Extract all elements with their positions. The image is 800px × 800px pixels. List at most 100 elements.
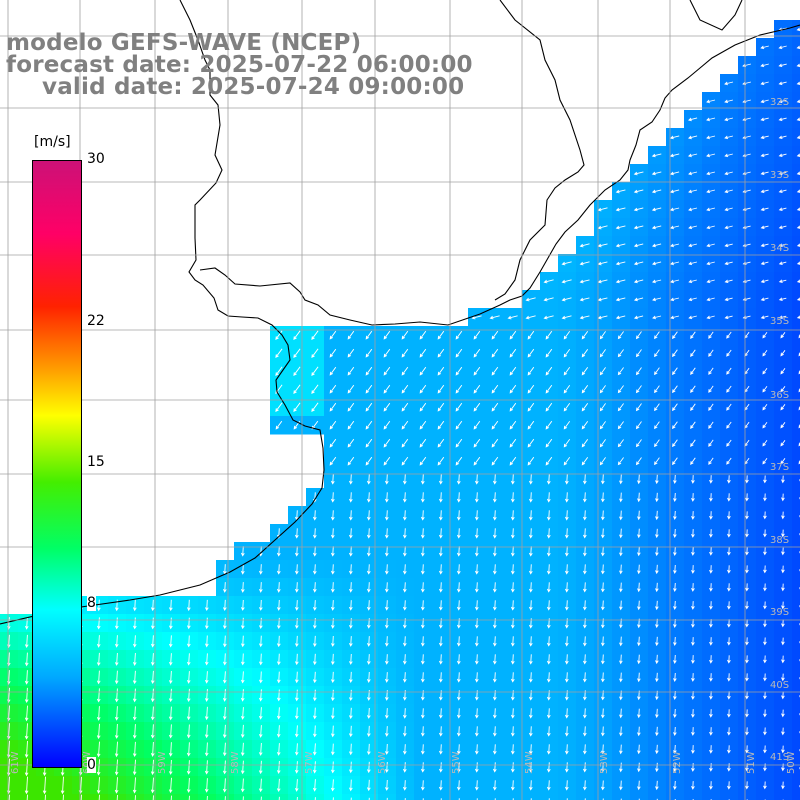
wind-arrow <box>619 492 623 503</box>
wind-arrow <box>763 781 767 790</box>
wind-arrow <box>745 475 749 484</box>
wind-speed-field <box>0 20 800 800</box>
wind-arrow <box>96 759 101 776</box>
wind-arrow <box>708 457 714 465</box>
wind-arrow <box>312 635 317 648</box>
wind-arrow <box>706 99 716 104</box>
wind-arrow <box>132 635 137 648</box>
wind-arrow <box>420 762 425 773</box>
wind-arrow <box>474 708 479 719</box>
wind-arrow <box>347 438 355 448</box>
wind-arrow <box>420 492 425 503</box>
wind-arrow <box>366 492 371 503</box>
wind-arrow <box>456 708 461 719</box>
wind-arrow <box>366 725 371 738</box>
wind-arrow <box>168 706 173 721</box>
wind-arrow <box>222 742 227 757</box>
wind-arrow <box>763 493 767 502</box>
wind-arrow <box>726 403 732 411</box>
wind-arrow <box>706 261 715 266</box>
wind-arrow <box>168 688 173 703</box>
wind-arrow <box>651 171 662 176</box>
wind-arrow <box>510 528 515 539</box>
wind-arrow <box>655 582 659 593</box>
wind-arrow <box>763 745 767 754</box>
wind-arrow <box>186 671 191 684</box>
wind-arrow <box>599 367 606 376</box>
wind-speed-cell <box>792 704 800 723</box>
wind-arrow <box>528 564 533 575</box>
wind-arrow <box>582 672 587 683</box>
wind-arrow <box>727 583 731 592</box>
wind-arrow <box>402 762 407 773</box>
wind-arrow <box>312 653 317 666</box>
wind-arrow <box>348 725 353 738</box>
wind-arrow <box>688 243 698 248</box>
wind-speed-cell <box>792 254 800 273</box>
wind-arrow <box>673 564 677 574</box>
wind-arrow <box>419 402 427 412</box>
wind-arrow <box>222 724 227 739</box>
wind-arrow <box>455 366 463 376</box>
wind-arrow <box>168 742 173 757</box>
wind-arrow <box>222 599 227 612</box>
wind-arrow <box>780 458 786 465</box>
wind-arrow <box>527 456 535 466</box>
wind-arrow <box>240 599 245 611</box>
wind-arrow <box>709 583 713 592</box>
wind-arrow <box>365 330 373 340</box>
wind-arrow <box>114 617 119 630</box>
wind-arrow <box>582 744 587 755</box>
wind-arrow <box>745 673 749 682</box>
wind-arrow <box>709 637 713 646</box>
wind-arrow <box>330 546 335 557</box>
longitude-label: 54W <box>524 751 535 774</box>
wind-arrow <box>455 438 463 448</box>
longitude-label: 53W <box>599 751 610 774</box>
wind-arrow <box>419 348 427 358</box>
wind-arrow <box>546 726 551 737</box>
wind-arrow <box>655 780 659 791</box>
wind-arrow <box>778 189 787 194</box>
wind-arrow <box>780 332 786 339</box>
wind-arrow <box>258 671 263 684</box>
wind-arrow <box>672 421 678 430</box>
wind-arrow <box>437 456 445 466</box>
wind-arrow <box>347 384 355 394</box>
wind-arrow <box>637 510 641 521</box>
wind-arrow <box>492 672 497 683</box>
wind-arrow <box>545 456 553 466</box>
wind-arrow <box>366 707 371 719</box>
wind-arrow <box>672 385 678 394</box>
wind-arrow <box>62 794 64 800</box>
wind-arrow <box>760 63 769 68</box>
wind-arrow <box>617 439 624 448</box>
wind-arrow <box>600 726 605 737</box>
wind-arrow <box>633 297 644 302</box>
wind-arrow <box>745 691 749 700</box>
wind-arrow <box>670 279 680 284</box>
wind-arrow <box>617 331 624 340</box>
wind-arrow <box>778 315 787 320</box>
wind-arrow <box>240 742 245 757</box>
wind-arrow <box>599 457 606 466</box>
wind-arrow <box>691 583 695 592</box>
wind-arrow <box>474 564 479 575</box>
wind-arrow <box>312 510 317 521</box>
wind-arrow <box>581 367 589 376</box>
wind-arrow <box>760 45 769 50</box>
wind-arrow <box>780 422 786 429</box>
wind-arrow <box>438 528 443 539</box>
wind-arrow <box>709 709 713 718</box>
wind-arrow <box>222 706 227 720</box>
wind-arrow <box>709 763 713 772</box>
wind-arrow <box>293 348 301 358</box>
wind-arrow <box>527 438 535 448</box>
wind-arrow <box>528 672 533 683</box>
wind-arrow <box>456 654 461 665</box>
wind-arrow <box>348 546 353 557</box>
wind-arrow <box>329 402 337 412</box>
wind-arrow <box>600 510 605 521</box>
wind-arrow <box>615 297 626 302</box>
wind-arrow <box>168 777 173 794</box>
